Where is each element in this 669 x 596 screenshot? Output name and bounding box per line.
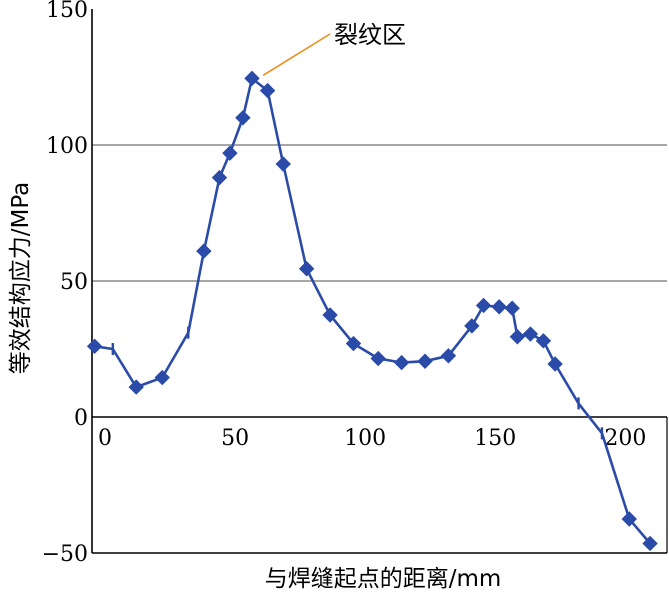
x-tick-label: 150 (474, 426, 516, 451)
annotation-leader-line (262, 33, 331, 77)
y-tick-label: 50 (60, 270, 88, 295)
x-tick-label: 50 (221, 426, 249, 451)
data-point-marker (393, 354, 410, 371)
y-tick-label: 100 (46, 134, 88, 159)
data-point-marker (504, 300, 520, 316)
annotation-label: 裂纹区 (334, 21, 406, 49)
data-point-marker (475, 297, 492, 314)
data-point-marker (535, 333, 552, 349)
data-point-marker (259, 82, 276, 99)
data-point-marker (464, 318, 480, 334)
y-tick-label: 150 (46, 0, 88, 23)
data-point-marker (621, 511, 637, 527)
data-point-marker (417, 353, 433, 369)
x-tick-label: 100 (344, 426, 386, 451)
data-point-marker (370, 350, 386, 367)
y-tick-label: 0 (74, 406, 88, 431)
data-point-marker (440, 348, 457, 364)
data-point-marker (128, 379, 144, 395)
y-axis-title: 等效结构应力/MPa (8, 182, 34, 375)
x-tick-label: 0 (98, 426, 112, 451)
series-line (94, 77, 652, 545)
y-tick-labels: 150 100 50 0 −50 (42, 0, 88, 567)
data-point-marker (154, 369, 170, 386)
data-point-marker (345, 335, 362, 352)
data-point-marker (509, 329, 526, 345)
data-point-marker (522, 326, 539, 342)
data-point-marker (86, 338, 103, 354)
gridlines (92, 144, 667, 282)
data-point-marker (642, 535, 658, 552)
x-axis-title: 与焊缝起点的距离/mm (265, 566, 502, 592)
y-tick-label: −50 (42, 542, 88, 567)
x-tick-labels: 0 50 100 150 200 (98, 426, 646, 451)
data-series (86, 70, 658, 552)
data-point-marker (275, 156, 291, 172)
data-point-marker (211, 169, 228, 186)
data-point-marker (196, 243, 212, 259)
data-point-marker (322, 307, 338, 323)
data-point-marker (491, 299, 507, 315)
data-point-marker (222, 145, 238, 161)
data-point-marker (235, 110, 251, 126)
data-point-marker (244, 70, 260, 87)
x-tick-label: 200 (604, 426, 646, 451)
annotation: 裂纹区 (262, 21, 406, 77)
plot-frame (91, 9, 668, 554)
data-point-marker (298, 261, 315, 277)
data-point-marker (547, 356, 563, 372)
